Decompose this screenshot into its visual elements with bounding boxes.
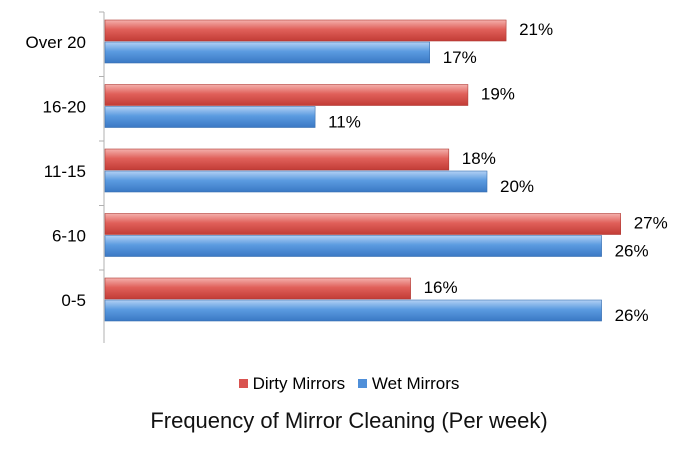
x-axis-title: Frequency of Mirror Cleaning (Per week): [150, 408, 548, 433]
legend-item-dirty-mirrors: Dirty Mirrors: [238, 373, 346, 394]
data-label: 21%: [519, 20, 553, 39]
data-label: 17%: [443, 48, 477, 67]
bar-wet-mirrors: [104, 106, 316, 128]
legend-swatch-dirty-mirrors: [238, 379, 248, 388]
data-label: 11%: [328, 113, 361, 132]
legend-item-wet-mirrors: Wet Mirrors: [357, 373, 460, 394]
data-label: 26%: [615, 242, 649, 261]
legend-label-dirty-mirrors: Dirty Mirrors: [252, 373, 346, 393]
legend: Dirty Mirrors Wet Mirrors: [0, 373, 698, 394]
data-label: 27%: [634, 214, 668, 233]
bar-wet-mirrors: [104, 299, 602, 322]
plot-area: Over 20 21% 17% 16-20 19% 11% 11-15 18%20% 6-10 2…: [26, 11, 668, 343]
y-tick-label: Over 20: [26, 33, 86, 52]
y-tick-label: 16-20: [43, 98, 86, 117]
bar-dirty-mirrors: [104, 84, 469, 106]
data-label: 18%: [462, 149, 496, 168]
data-label: 19%: [481, 85, 515, 104]
data-label: 20%: [500, 177, 534, 196]
bar-wet-mirrors: [104, 41, 431, 64]
data-label: 26%: [615, 306, 649, 325]
bar-wet-mirrors: [104, 170, 488, 193]
y-tick-label: 11-15: [44, 162, 86, 181]
y-tick-label: 6-10: [52, 227, 86, 246]
legend-swatch-wet-mirrors: [357, 379, 367, 388]
bar-dirty-mirrors: [104, 277, 411, 300]
y-tick-label: 0-5: [61, 291, 86, 310]
bar-dirty-mirrors: [104, 213, 622, 235]
data-label: 16%: [424, 278, 458, 297]
bar-dirty-mirrors: [104, 148, 450, 171]
bar-dirty-mirrors: [104, 19, 507, 42]
bar-wet-mirrors: [104, 235, 602, 257]
legend-label-wet-mirrors: Wet Mirrors: [371, 373, 460, 393]
